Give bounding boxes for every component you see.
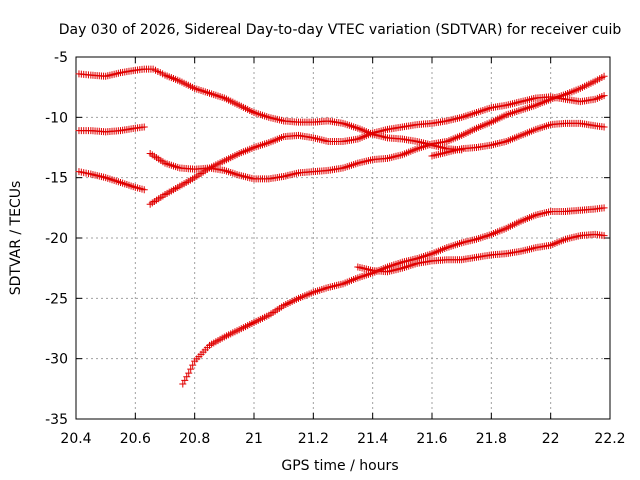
x-tick-label: 20.6 <box>120 431 151 447</box>
data-point-marker <box>187 365 195 373</box>
chart-title: Day 030 of 2026, Sidereal Day-to-day VTE… <box>59 22 622 38</box>
x-tick-label: 21.2 <box>298 431 329 447</box>
series-arc-3 <box>75 168 148 194</box>
y-tick-labels: -5 -10 -15 -20 -25 -30 -35 <box>45 50 68 428</box>
data-point-marker <box>179 380 187 388</box>
series-arc-6 <box>428 119 608 160</box>
axis-ticks <box>75 56 611 420</box>
series-arc-8 <box>354 230 608 276</box>
grid-lines <box>76 57 610 419</box>
x-tick-label: 20.4 <box>60 431 91 447</box>
y-tick-label: -30 <box>45 352 68 368</box>
x-tick-label: 21.8 <box>476 431 507 447</box>
data-point-marker <box>183 373 191 381</box>
y-tick-label: -35 <box>45 412 68 428</box>
x-tick-label: 21.4 <box>357 431 388 447</box>
series-arc-4 <box>146 72 608 183</box>
x-tick-label: 22 <box>542 431 560 447</box>
series-arc-2 <box>75 123 148 136</box>
x-axis-label: GPS time / hours <box>281 458 398 474</box>
series-arc-5 <box>146 92 608 208</box>
y-tick-label: -20 <box>45 231 68 247</box>
data-point-marker <box>189 361 197 369</box>
y-tick-label: -5 <box>54 50 68 66</box>
series-arc-7 <box>179 204 608 388</box>
data-point-marker <box>600 232 608 240</box>
data-point-marker <box>600 72 608 80</box>
data-points <box>75 65 608 388</box>
x-tick-label: 21 <box>245 431 263 447</box>
y-tick-label: -10 <box>45 110 68 126</box>
y-tick-label: -25 <box>45 291 68 307</box>
x-tick-labels: 20.4 20.6 20.8 21 21.2 21.4 21.6 21.8 22 22.2 <box>60 431 625 447</box>
data-point-marker <box>600 204 608 212</box>
data-point-marker <box>181 376 189 384</box>
y-tick-label: -15 <box>45 171 68 187</box>
data-point-marker <box>140 186 148 194</box>
data-point-marker <box>600 92 608 100</box>
y-axis-label: SDTVAR / TECUs <box>8 181 24 296</box>
data-point-marker <box>600 123 608 131</box>
data-point-marker <box>185 369 193 377</box>
series-arc-1 <box>75 65 466 154</box>
x-tick-label: 20.8 <box>179 431 210 447</box>
data-point-marker <box>140 123 148 131</box>
x-tick-label: 21.6 <box>416 431 447 447</box>
x-tick-label: 22.2 <box>594 431 625 447</box>
